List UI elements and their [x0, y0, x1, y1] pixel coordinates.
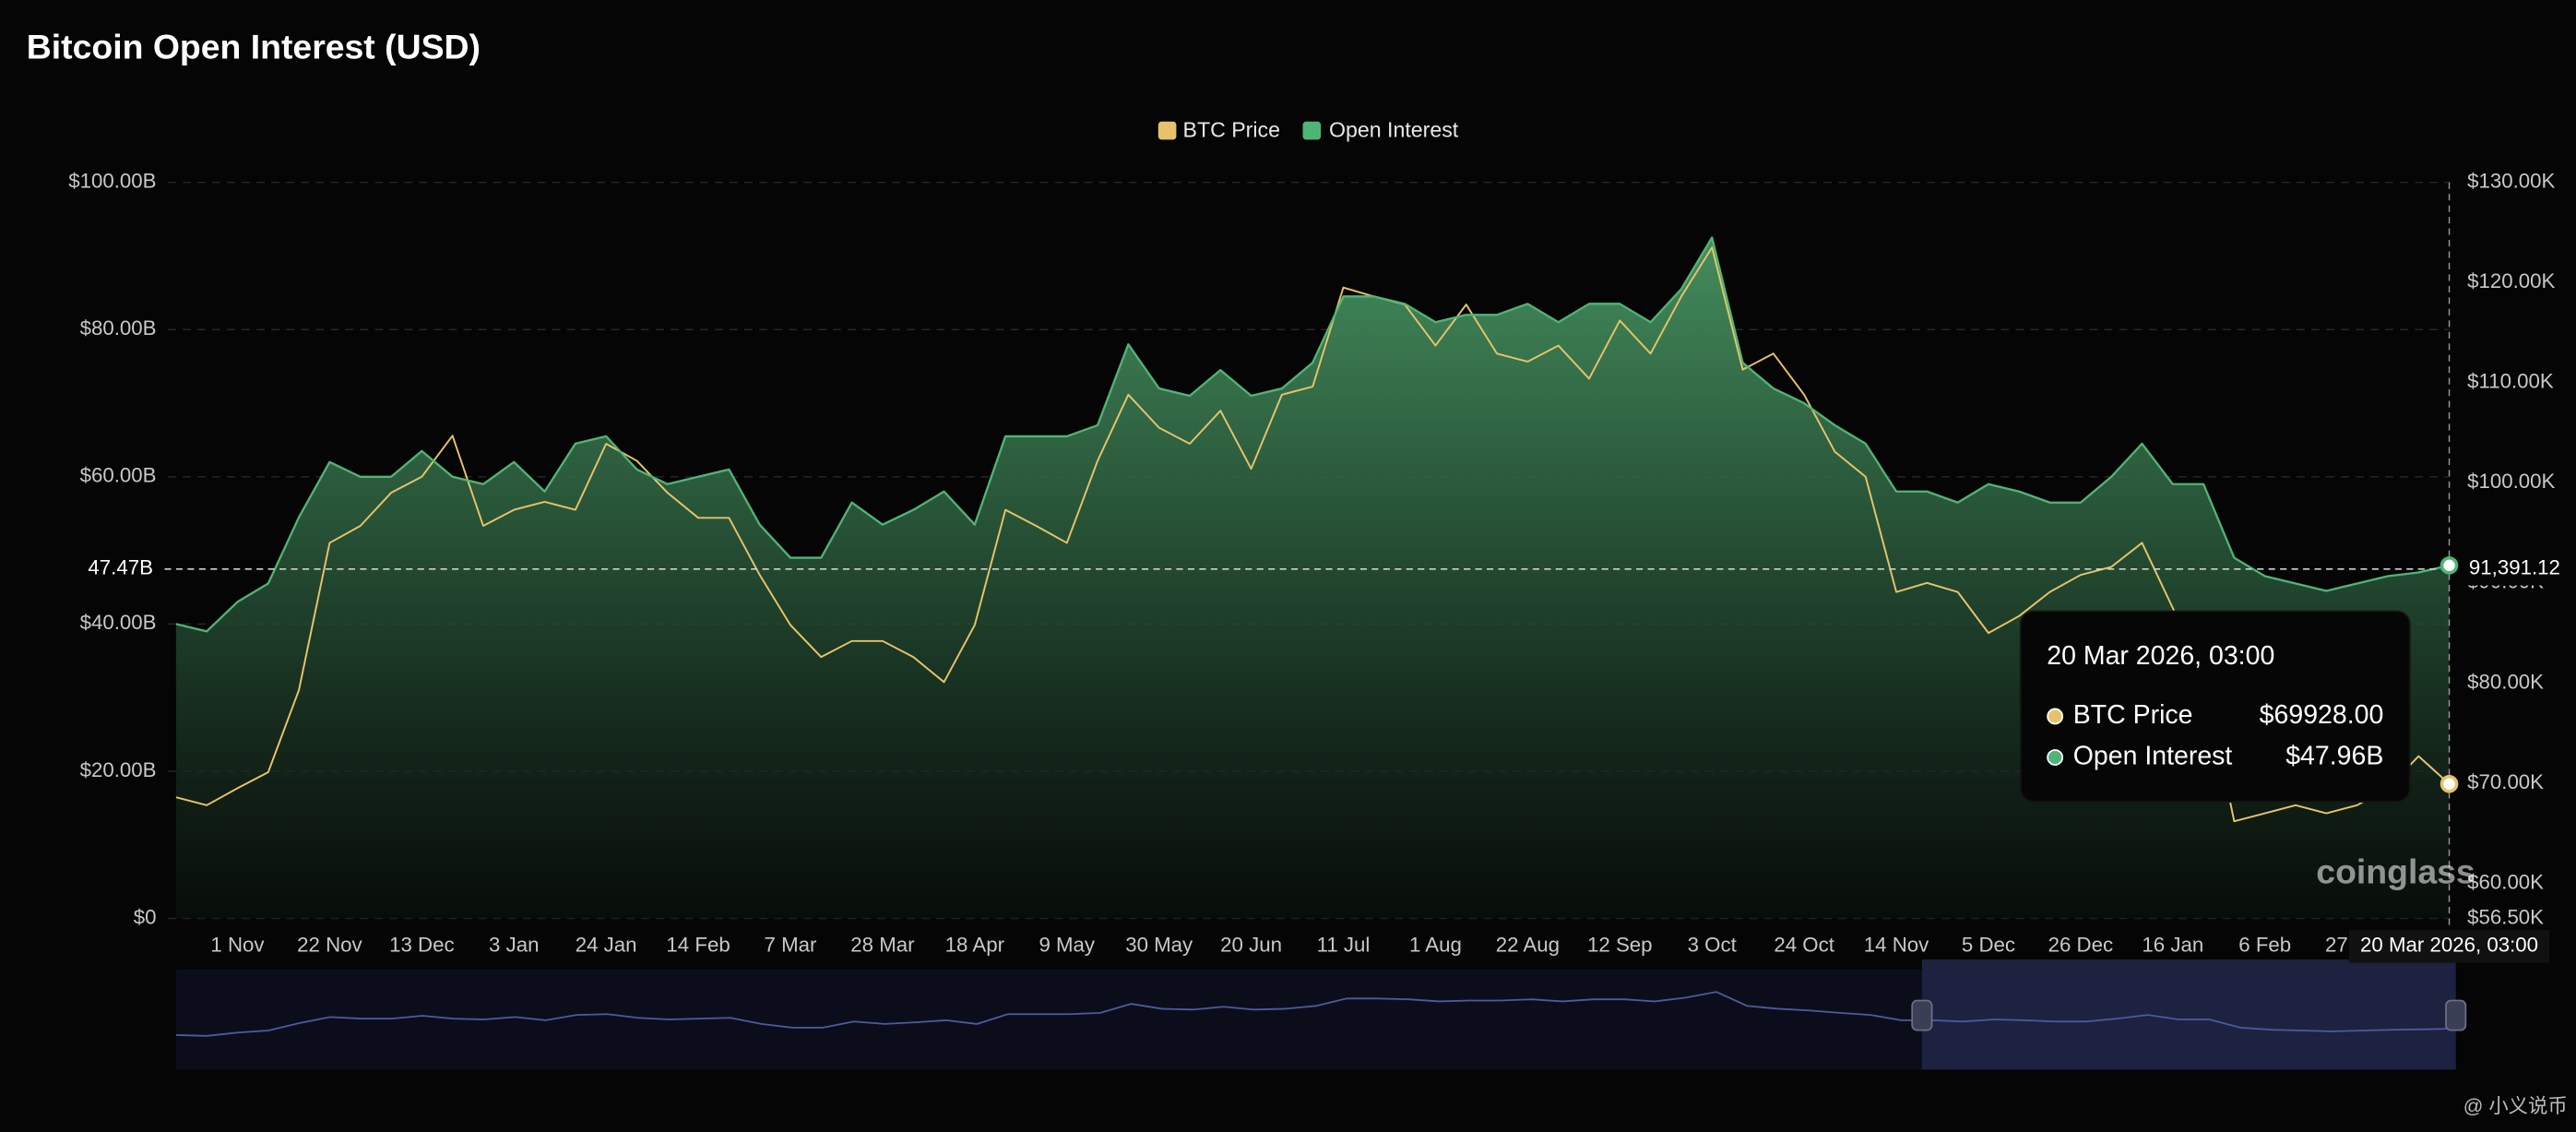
x-tick-label: 20 Jun — [1220, 934, 1282, 957]
x-tick-label: 28 Mar — [850, 934, 915, 957]
tooltip-name: BTC Price — [2073, 700, 2193, 730]
legend-label[interactable]: Open Interest — [1329, 118, 1459, 142]
crosshair-y2-label: 91,391.12 — [2469, 556, 2560, 579]
x-tick-label: 30 May — [1125, 934, 1193, 957]
x-tick-label: 5 Dec — [1962, 934, 2015, 957]
navigator-handle[interactable] — [2445, 999, 2467, 1031]
x-tick-label: 22 Nov — [297, 934, 362, 957]
x-tick-label: 13 Dec — [389, 934, 454, 957]
x-tick-label: 1 Nov — [210, 934, 265, 957]
y-tick-label: $20.00B — [80, 758, 157, 781]
x-tick-label: 24 Oct — [1774, 934, 1834, 957]
y2-tick-label: $100.00K — [2467, 470, 2555, 493]
legend-swatch[interactable] — [1157, 121, 1177, 140]
x-tick-label: 18 Apr — [945, 934, 1005, 957]
y2-tick-label: $130.00K — [2467, 170, 2555, 193]
line — [175, 246, 2451, 823]
grid: $0 $20.00B $40.00B $60.00B $80.00B $100.00B $5… — [68, 170, 2555, 957]
legend-label[interactable]: BTC Price — [1183, 118, 1280, 142]
x-tick-label: 14 Feb — [666, 934, 730, 957]
hover-marker — [2439, 556, 2459, 575]
footer: @ 小义说币 — [2463, 1095, 2568, 1117]
x-tick-label: 12 Sep — [1587, 934, 1653, 957]
crosshair-x-box — [2348, 929, 2550, 963]
navigator-line — [175, 991, 2456, 1037]
y2-tick-label: $56.50K — [2467, 905, 2544, 928]
overlay: BTC Price Open Interest 47.47B 91,391.12 20 … — [72, 118, 2576, 1117]
y-tick-label: $40.00B — [80, 611, 157, 634]
line — [175, 236, 2450, 633]
tooltip-box — [2019, 610, 2411, 803]
crosshair-y2-box — [2461, 552, 2576, 586]
legend-swatch[interactable] — [1302, 121, 1322, 140]
tooltip-dot — [2047, 749, 2064, 766]
x-tick-label: 24 Jan — [576, 934, 637, 957]
y2-tick-label: $70.00K — [2467, 770, 2544, 793]
x-tick-label: 6 Feb — [2238, 934, 2291, 957]
x-tick-label: 26 Dec — [2048, 934, 2114, 957]
x-tick-label: 22 Aug — [1496, 934, 1560, 957]
tooltip-name: Open Interest — [2073, 741, 2233, 770]
y-tick-label: $60.00B — [80, 464, 157, 487]
x-tick-label: 3 Oct — [1688, 934, 1738, 957]
navigator-selection[interactable] — [1921, 959, 2456, 1070]
y-tick-label: $100.00B — [68, 170, 156, 193]
tooltip-title: 20 Mar 2026, 03:00 — [2047, 641, 2274, 671]
crosshair-y-label: 47.47B — [88, 556, 153, 579]
y2-tick-label: $80.00K — [2467, 670, 2544, 693]
crosshair-x-label: 20 Mar 2026, 03:00 — [2360, 934, 2538, 957]
y-tick-label: $0 — [134, 905, 157, 928]
chart-title: Bitcoin Open Interest (USD) — [27, 27, 481, 66]
tooltip-value: $69928.00 — [2260, 700, 2384, 730]
y2-tick-label: $120.00K — [2467, 269, 2555, 292]
x-tick-label: 3 Jan — [489, 934, 539, 957]
y2-tick-label: $60.00K — [2467, 870, 2544, 893]
navigator[interactable] — [175, 959, 2467, 1070]
x-tick-label: 14 Nov — [1864, 934, 1929, 957]
y-tick-label: $80.00B — [80, 316, 157, 340]
x-tick-label: 1 Aug — [1409, 934, 1462, 957]
x-tick-label: 11 Jul — [1317, 934, 1371, 957]
y2-tick-label: $110.00K — [2467, 370, 2554, 393]
tooltip-dot — [2047, 708, 2064, 725]
crosshair-y-box — [72, 552, 165, 586]
x-tick-label: 9 May — [1039, 934, 1095, 957]
plot — [175, 236, 2451, 919]
hover-marker — [2439, 774, 2459, 793]
tooltip-value: $47.96B — [2285, 741, 2383, 770]
watermark: coinglass — [2316, 852, 2475, 890]
area — [175, 237, 2450, 919]
navigator-handle[interactable] — [1911, 999, 1933, 1031]
x-tick-label: 7 Mar — [765, 934, 817, 957]
x-tick-label: 16 Jan — [2142, 934, 2203, 957]
